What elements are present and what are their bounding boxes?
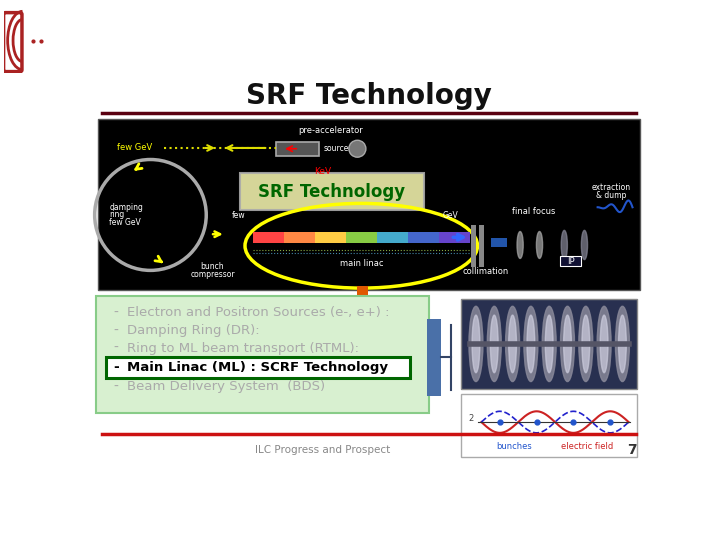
Text: Ring to ML beam transport (RTML):: Ring to ML beam transport (RTML): <box>127 342 359 355</box>
Text: Damping Ring (DR):: Damping Ring (DR): <box>127 324 260 337</box>
Text: compressor: compressor <box>190 270 235 279</box>
Ellipse shape <box>487 306 501 382</box>
Text: few GeV: few GeV <box>117 144 153 152</box>
Ellipse shape <box>536 232 543 259</box>
Text: Beam Delivery System  (BDS): Beam Delivery System (BDS) <box>127 380 325 393</box>
Ellipse shape <box>527 315 535 373</box>
FancyBboxPatch shape <box>427 319 441 396</box>
Ellipse shape <box>564 315 572 373</box>
Text: bunch: bunch <box>201 262 224 271</box>
Text: main linac: main linac <box>340 259 383 268</box>
Ellipse shape <box>469 306 483 382</box>
Ellipse shape <box>618 315 626 373</box>
Text: -: - <box>113 306 118 320</box>
Ellipse shape <box>579 306 593 382</box>
FancyBboxPatch shape <box>315 232 346 242</box>
Text: Main Linac (ML) : SCRF Technology: Main Linac (ML) : SCRF Technology <box>127 361 388 374</box>
FancyBboxPatch shape <box>253 232 284 242</box>
Text: few: few <box>232 211 246 220</box>
FancyBboxPatch shape <box>472 225 476 267</box>
FancyBboxPatch shape <box>462 299 637 389</box>
Ellipse shape <box>561 231 567 260</box>
Ellipse shape <box>545 315 553 373</box>
Text: few GeV: few GeV <box>109 218 141 227</box>
FancyBboxPatch shape <box>284 232 315 242</box>
Ellipse shape <box>581 231 588 260</box>
FancyBboxPatch shape <box>462 394 637 457</box>
Text: electric field: electric field <box>562 442 613 451</box>
Ellipse shape <box>509 315 516 373</box>
FancyBboxPatch shape <box>96 296 428 413</box>
Text: 7: 7 <box>626 443 636 457</box>
Text: collimation: collimation <box>462 267 508 275</box>
FancyBboxPatch shape <box>276 142 319 156</box>
FancyBboxPatch shape <box>438 232 469 242</box>
Text: ring: ring <box>109 211 125 219</box>
FancyBboxPatch shape <box>240 173 424 210</box>
FancyBboxPatch shape <box>492 238 507 247</box>
Text: IP: IP <box>567 256 575 266</box>
Ellipse shape <box>616 306 629 382</box>
FancyBboxPatch shape <box>408 232 438 242</box>
FancyBboxPatch shape <box>479 225 484 267</box>
Ellipse shape <box>582 315 590 373</box>
Ellipse shape <box>542 306 556 382</box>
Text: source: source <box>324 144 349 153</box>
Ellipse shape <box>490 315 498 373</box>
Circle shape <box>349 140 366 157</box>
Text: GeV: GeV <box>443 211 459 220</box>
Ellipse shape <box>505 306 520 382</box>
FancyBboxPatch shape <box>559 256 581 266</box>
Text: ILC Progress and Prospect: ILC Progress and Prospect <box>255 445 390 455</box>
Text: KeV: KeV <box>314 167 331 176</box>
FancyBboxPatch shape <box>346 232 377 242</box>
FancyBboxPatch shape <box>377 232 408 242</box>
Text: extraction: extraction <box>591 184 631 192</box>
Text: -: - <box>113 360 119 374</box>
Text: final focus: final focus <box>512 207 555 215</box>
Text: -: - <box>113 380 118 394</box>
Ellipse shape <box>524 306 538 382</box>
Text: damping: damping <box>109 202 143 212</box>
Text: -: - <box>113 341 118 355</box>
Text: Electron and Positron Sources (e-, e+) :: Electron and Positron Sources (e-, e+) : <box>127 306 390 319</box>
Text: 2: 2 <box>468 414 474 423</box>
Ellipse shape <box>561 306 575 382</box>
FancyBboxPatch shape <box>357 286 368 374</box>
Text: bunches: bunches <box>496 442 532 451</box>
Text: SRF Technology: SRF Technology <box>246 82 492 110</box>
Ellipse shape <box>472 315 480 373</box>
Text: -: - <box>113 323 118 338</box>
FancyBboxPatch shape <box>98 119 640 289</box>
Text: SRF Technology: SRF Technology <box>258 183 405 201</box>
Ellipse shape <box>597 306 611 382</box>
Text: pre-accelerator: pre-accelerator <box>298 126 363 136</box>
Ellipse shape <box>517 232 523 259</box>
Text: & dump: & dump <box>595 191 626 200</box>
FancyBboxPatch shape <box>107 356 410 378</box>
Ellipse shape <box>600 315 608 373</box>
